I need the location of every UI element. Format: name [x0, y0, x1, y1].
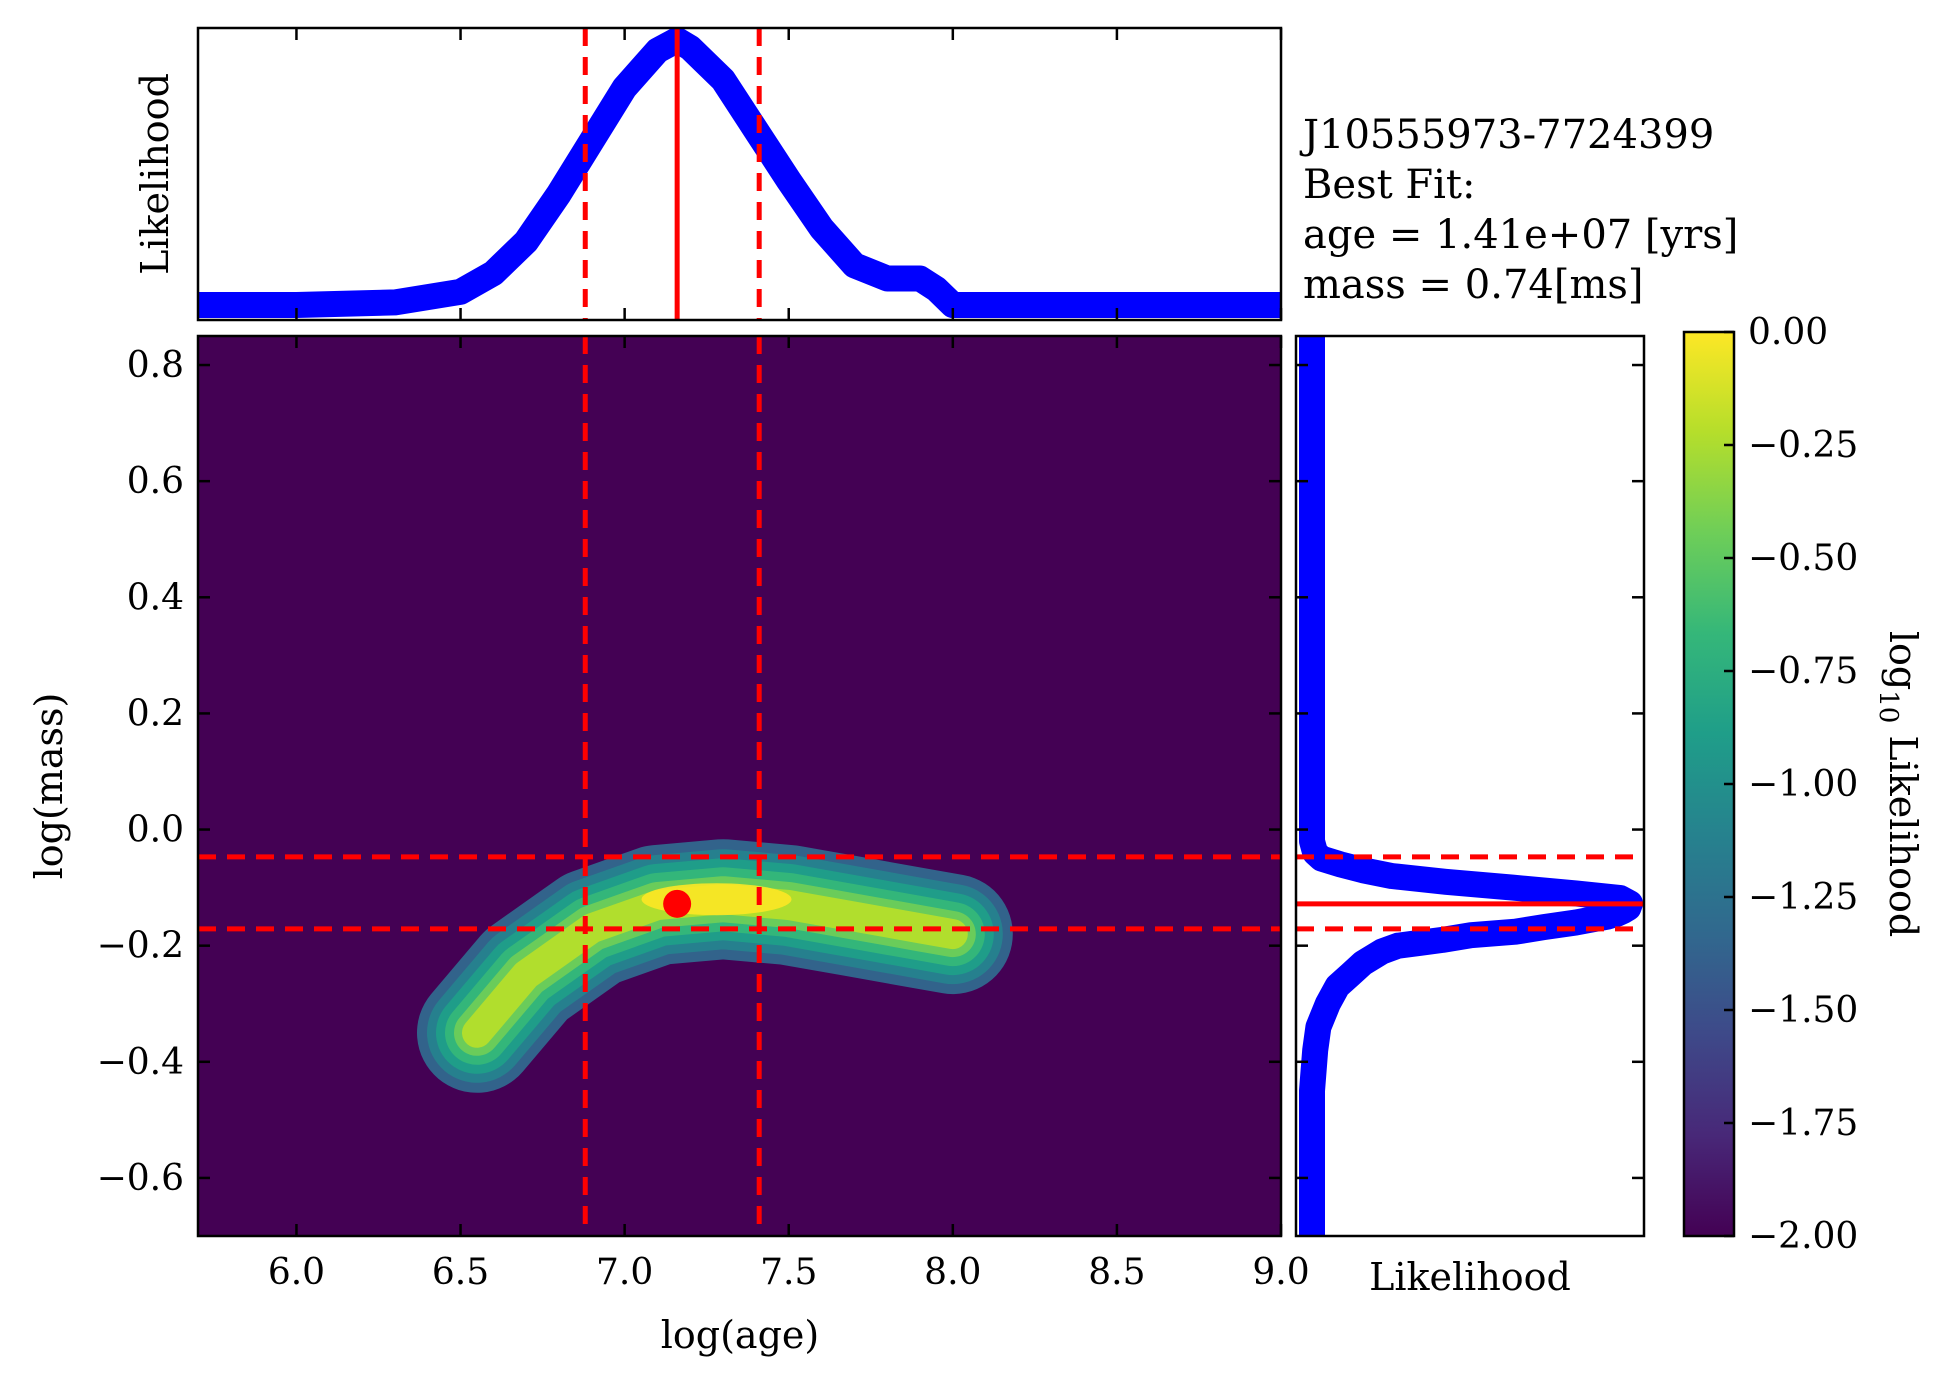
y-axis-label: log(mass)	[27, 693, 71, 880]
right-marker	[1379, 864, 1404, 888]
y-tick-label: −0.4	[97, 1042, 184, 1083]
colorbar-ticks: 0.00 −0.25 −0.50 −0.75 −1.00 −1.25 −1.50 −1.75 −…	[1724, 312, 1858, 1257]
x-tick-label: 7.5	[760, 1252, 817, 1293]
colorbar-tick-label: −0.25	[1748, 425, 1858, 466]
x-tick-label: 7.0	[596, 1252, 653, 1293]
right-marker	[1503, 919, 1528, 944]
main-x-ticks: 6.0 6.5 7.0 7.5 8.0 8.5 9.0	[268, 336, 1310, 1293]
main-heatmap-panel: 6.0 6.5 7.0 7.5 8.0 8.5 9.0 0.8 0.6 0.4 0.2 0.0 −0.…	[27, 334, 1310, 1357]
top-marginal-panel: Likelihood	[133, 26, 1283, 322]
right-marker	[1385, 933, 1410, 958]
y-tick-label: 0.8	[127, 345, 184, 386]
y-tick-label: −0.6	[97, 1158, 184, 1199]
best-fit-info: J10555973-7724399 Best Fit: age = 1.41e+…	[1299, 112, 1738, 308]
top-likelihood-curve	[198, 28, 1281, 318]
top-y-axis-label: Likelihood	[133, 73, 177, 275]
best-fit-marker	[663, 889, 692, 918]
x-tick-label: 6.0	[268, 1252, 325, 1293]
x-tick-label: 8.5	[1088, 1252, 1145, 1293]
mass-value: mass = 0.74[ms]	[1303, 262, 1644, 308]
y-tick-label: 0.2	[127, 693, 184, 734]
right-panel-frame	[1294, 334, 1646, 1238]
colorbar-tick-label: −1.25	[1748, 877, 1858, 918]
colorbar-tick-label: −1.50	[1748, 990, 1858, 1031]
colorbar-label-rest: Likelihood	[1881, 723, 1925, 937]
colorbar-tick-label: −0.75	[1748, 651, 1858, 692]
right-marker	[1563, 881, 1588, 906]
colorbar: 0.00 −0.25 −0.50 −0.75 −1.00 −1.25 −1.50 −1.75 −…	[1682, 312, 1925, 1257]
y-tick-label: −0.2	[97, 926, 184, 967]
right-marker	[1350, 858, 1375, 883]
colorbar-label-subscript: 10	[1873, 690, 1903, 723]
right-y-ticks	[1296, 363, 1644, 1180]
x-tick-label: 8.0	[924, 1252, 981, 1293]
right-marker	[1430, 927, 1455, 952]
right-marker	[1500, 875, 1525, 900]
right-marker	[1433, 869, 1458, 894]
y-tick-label: 0.6	[127, 461, 184, 502]
main-panel-frame	[196, 334, 1283, 1238]
x-axis-label: log(age)	[661, 1313, 819, 1357]
colorbar-tick-label: 0.00	[1748, 312, 1828, 353]
colorbar-tick-label: −2.00	[1748, 1216, 1858, 1257]
colorbar-label: log10 Likelihood	[1873, 631, 1925, 937]
age-value: age = 1.41e+07 [yrs]	[1303, 212, 1738, 258]
right-marginal-panel: Likelihood	[1294, 334, 1646, 1299]
colorbar-label-main: log	[1881, 631, 1925, 690]
y-tick-label: 0.4	[127, 577, 184, 618]
heatmap-background	[198, 336, 1281, 1236]
top-panel-frame	[196, 26, 1283, 322]
x-tick-label: 6.5	[432, 1252, 489, 1293]
colorbar-tick-label: −0.50	[1748, 538, 1858, 579]
right-x-axis-label: Likelihood	[1369, 1255, 1571, 1299]
top-x-ticks	[295, 28, 1283, 320]
object-name: J10555973-7724399	[1299, 112, 1714, 158]
colorbar-tick-label: −1.75	[1748, 1103, 1858, 1144]
y-tick-label: 0.0	[127, 810, 184, 851]
right-marker	[1608, 886, 1633, 911]
x-tick-label: 9.0	[1252, 1252, 1309, 1293]
best-fit-label: Best Fit:	[1303, 162, 1475, 208]
right-marker	[1408, 930, 1433, 955]
right-likelihood-curve	[1299, 336, 1643, 1236]
colorbar-tick-label: −1.00	[1748, 764, 1858, 805]
main-y-ticks: 0.8 0.6 0.4 0.2 0.0 −0.2 −0.4 −0.6	[97, 345, 1281, 1199]
